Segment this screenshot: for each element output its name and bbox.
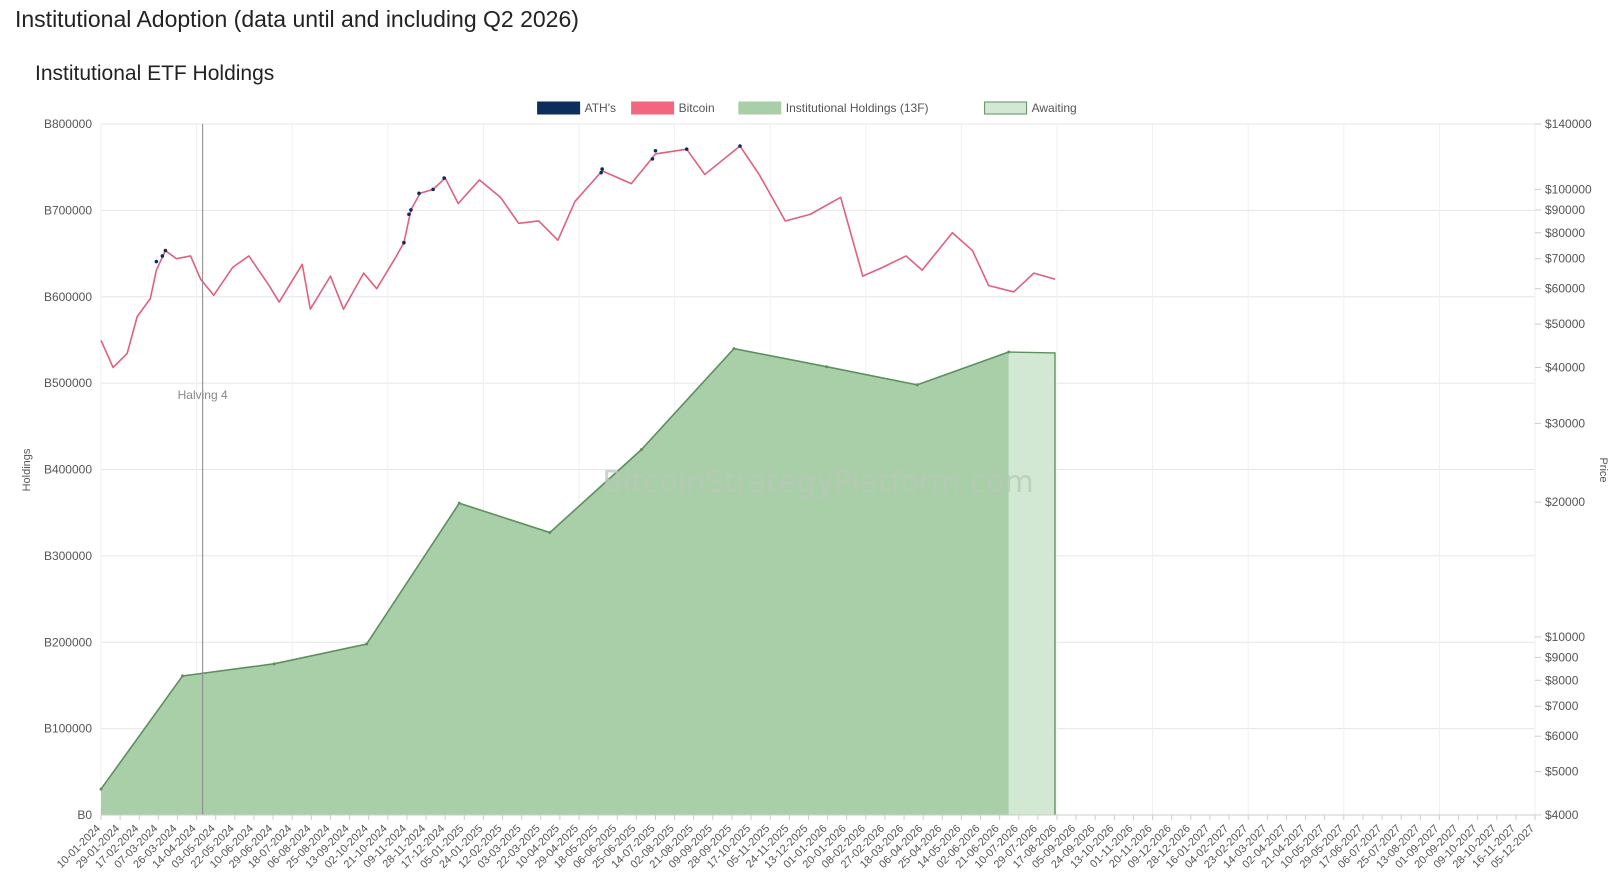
y-right-tick-label: $10000 <box>1545 630 1585 644</box>
holdings-point <box>548 531 552 535</box>
page-title: Institutional Adoption (data until and i… <box>15 6 579 32</box>
y-right-tick-label: $100000 <box>1545 182 1592 196</box>
y-left-tick-label: B800000 <box>44 117 92 131</box>
legend-swatch <box>631 101 675 115</box>
holdings-point <box>272 662 276 666</box>
y-left-tick-label: B200000 <box>44 635 92 649</box>
y-right-tick-label: $50000 <box>1545 317 1585 331</box>
y-left-axis-title: Holdings <box>21 448 33 491</box>
y-left-tick-label: B600000 <box>44 290 92 304</box>
institutional-holdings-area <box>101 348 1009 815</box>
ath-point <box>431 187 435 192</box>
y-left-tick-label: B100000 <box>44 722 92 736</box>
holdings-point <box>99 787 103 791</box>
y-right-tick-label: $8000 <box>1545 673 1579 687</box>
holdings-point <box>457 501 461 505</box>
y-right-tick-label: $4000 <box>1545 808 1579 822</box>
y-right-axis-title: Price <box>1597 457 1609 482</box>
y-left-tick-label: B400000 <box>44 463 92 477</box>
ath-point <box>154 259 159 264</box>
y-right-tick-label: $7000 <box>1545 699 1579 713</box>
annotations: Halving 4 <box>178 124 228 815</box>
y-left-tick-label: B700000 <box>44 203 92 217</box>
ath-point <box>417 191 421 196</box>
y-right-tick-label: $70000 <box>1545 252 1585 266</box>
axes: B0 B100000 B200000 B300000 B400000 B500000 B60… <box>21 117 1609 871</box>
ath-point <box>442 176 446 180</box>
ath-point <box>407 212 411 217</box>
holdings-point <box>181 674 185 678</box>
y-right-tick-label: $80000 <box>1545 226 1585 240</box>
holdings-point <box>732 347 736 351</box>
awaiting-outline <box>1008 351 1056 815</box>
legend-swatch <box>738 101 782 115</box>
ath-point <box>599 170 603 175</box>
legend-label: ATH's <box>585 101 616 115</box>
watermark: BitcoinStrategyPlatform.com <box>602 465 1034 500</box>
y-left-tick-label: B0 <box>77 808 92 822</box>
ath-point <box>409 208 413 212</box>
ath-point <box>684 147 689 151</box>
ath-point <box>738 144 742 148</box>
y-left-tick-label: B500000 <box>44 376 92 390</box>
ath-point <box>600 167 604 171</box>
y-right-tick-label: $9000 <box>1545 650 1579 664</box>
holdings-areas <box>99 347 1056 815</box>
ath-point <box>163 248 168 253</box>
y-left-tick-label: B300000 <box>44 549 92 563</box>
y-right-tick-label: $6000 <box>1545 729 1579 743</box>
ath-point <box>653 148 658 153</box>
ath-point <box>160 254 165 258</box>
legend-swatch <box>984 101 1028 115</box>
legend-label: Awaiting <box>1032 101 1077 115</box>
holdings-point <box>1007 350 1011 354</box>
halving-label: Halving 4 <box>178 388 228 402</box>
y-right-tick-label: $90000 <box>1545 203 1585 217</box>
chart-title: Institutional ETF Holdings <box>35 62 275 85</box>
y-right-tick-label: $60000 <box>1545 282 1585 296</box>
legend-label: Bitcoin <box>679 101 715 115</box>
awaiting-area <box>1008 352 1055 815</box>
y-right-tick-label: $140000 <box>1545 117 1592 131</box>
y-right-tick-label: $40000 <box>1545 360 1585 374</box>
bitcoin-line <box>100 145 1056 369</box>
ath-point <box>650 157 655 161</box>
legend[interactable]: ATH's Bitcoin Institutional Holdings (13F)… <box>537 101 1077 115</box>
holdings-point <box>365 642 369 646</box>
bitcoin-price-line <box>100 145 1056 369</box>
ath-markers <box>154 144 742 264</box>
legend-swatch <box>537 101 581 115</box>
holdings-point <box>915 383 919 387</box>
holdings-point <box>825 365 829 369</box>
y-right-tick-label: $20000 <box>1545 495 1585 509</box>
y-right-tick-label: $30000 <box>1545 416 1585 430</box>
legend-label: Institutional Holdings (13F) <box>786 101 929 115</box>
holdings-point <box>639 448 643 452</box>
ath-point <box>402 240 406 245</box>
y-right-tick-label: $5000 <box>1545 765 1579 779</box>
